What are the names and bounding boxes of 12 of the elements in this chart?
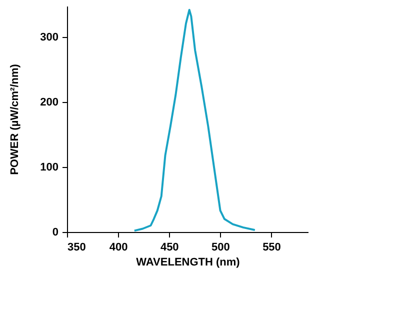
y-tick-label: 0	[52, 226, 58, 238]
y-tick-label: 100	[40, 162, 58, 174]
x-tick-label: 450	[160, 242, 179, 254]
x-tick-label: 400	[109, 242, 128, 254]
x-tick-label: 500	[212, 242, 230, 254]
y-axis-title: POWER (µW/cm²/nm)	[9, 64, 22, 175]
y-tick-label: 200	[40, 96, 58, 109]
x-tick-label: 350	[68, 242, 86, 254]
x-tick-label: 550	[262, 242, 281, 254]
x-axis-title: WAVELENGTH (nm)	[136, 256, 240, 268]
y-tick-label: 300	[40, 32, 58, 44]
line-series	[133, 8, 256, 232]
